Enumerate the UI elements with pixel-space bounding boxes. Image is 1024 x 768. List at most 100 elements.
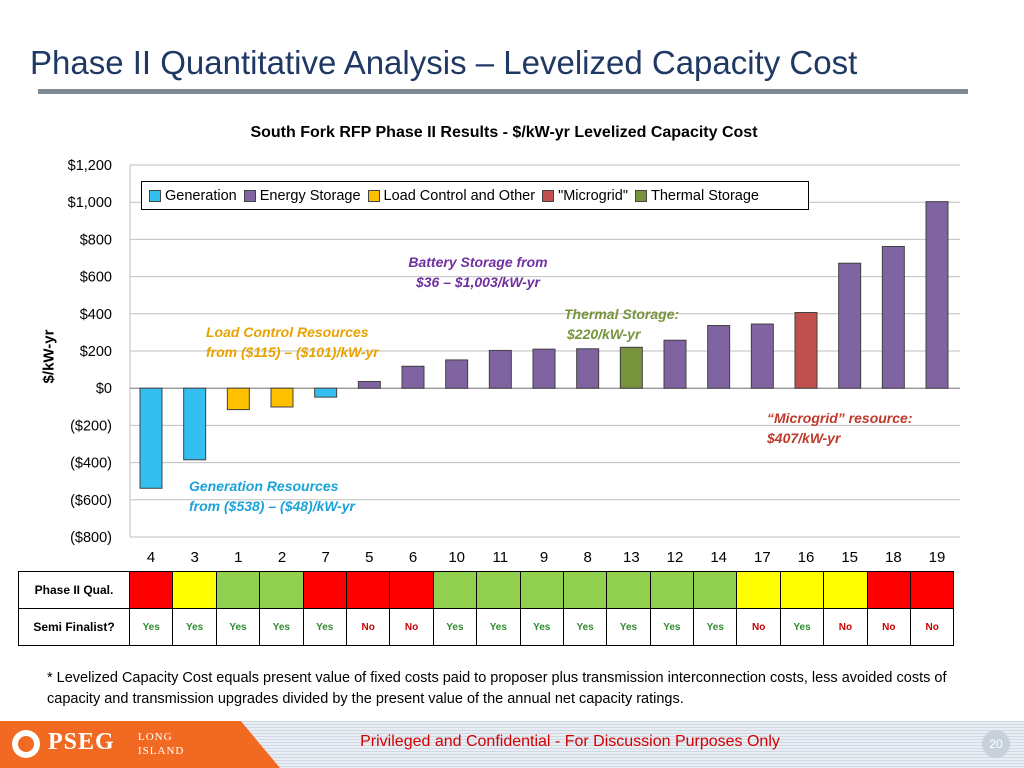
- y-tick-label: $1,200: [68, 158, 112, 174]
- qual-status-cell: [215, 571, 261, 609]
- annotation-line: Generation Resources: [189, 478, 339, 494]
- semi-finalist-cell: Yes: [606, 608, 651, 646]
- qual-status-cell: [432, 571, 478, 609]
- microgrid-annotation: “Microgrid” resource: $407/kW-yr: [767, 408, 912, 448]
- semi-finalist-cell: Yes: [259, 608, 304, 646]
- semi-finalist-cell: Yes: [128, 608, 174, 646]
- x-tick-label: 8: [583, 549, 591, 566]
- semi-finalist-cell: Yes: [172, 608, 217, 646]
- legend-label: Generation: [165, 187, 237, 204]
- bar-project-15: [838, 262, 862, 389]
- logo-region: LONG ISLAND: [138, 730, 184, 758]
- x-tick-label: 17: [754, 549, 771, 566]
- semi-finalist-cell: No: [866, 608, 912, 646]
- annotation-line: from ($115) – ($101)/kW-yr: [206, 344, 379, 360]
- legend-swatch: [542, 189, 555, 202]
- qual-status-cell: [476, 571, 521, 609]
- qual-status-cell: [823, 571, 868, 609]
- qual-status-cell: [128, 571, 174, 609]
- semi-finalist-cell: No: [345, 608, 391, 646]
- bar-project-19: [925, 201, 949, 389]
- x-tick-label: 15: [841, 549, 858, 566]
- bar-project-7: [314, 387, 338, 398]
- battery-storage-annotation: Battery Storage from $36 – $1,003/kW-yr: [393, 252, 563, 292]
- chart-title: South Fork RFP Phase II Results - $/kW-y…: [250, 124, 758, 141]
- qual-status-cell: [910, 571, 955, 609]
- semi-finalist-row: Semi Finalist? Yes Yes Yes Yes Yes No No Yes Yes…: [18, 608, 955, 646]
- qual-status-cell: [736, 571, 781, 609]
- semi-finalist-cell: Yes: [779, 608, 825, 646]
- page-title: Phase II Quantitative Analysis – Leveliz…: [30, 44, 858, 81]
- pseg-sun-icon: [12, 730, 40, 758]
- qual-status-cell: [562, 571, 608, 609]
- bars: [139, 201, 949, 489]
- qual-status-cell: [259, 571, 304, 609]
- legend-item: "Microgrid": [542, 188, 628, 204]
- semi-finalist-cell: No: [823, 608, 868, 646]
- legend-swatch: [243, 189, 256, 202]
- x-tick-label: 4: [147, 549, 155, 566]
- y-axis-ticks: $1,200 $1,000 $800 $600 $400 $200 $0 ($200) ($40…: [68, 158, 112, 546]
- row-label: Semi Finalist?: [18, 608, 130, 646]
- annotation-line: Thermal Storage:: [564, 306, 680, 322]
- bar-project-9: [532, 348, 556, 389]
- bar-project-1: [226, 387, 250, 411]
- x-tick-label: 16: [798, 549, 815, 566]
- bar-project-14: [707, 325, 731, 389]
- semi-finalist-cell: Yes: [562, 608, 608, 646]
- semi-finalist-cell: Yes: [649, 608, 695, 646]
- legend-label: Energy Storage: [259, 187, 361, 204]
- qual-status-cell: [606, 571, 651, 609]
- x-tick-label: 5: [365, 549, 373, 566]
- legend-item: Thermal Storage: [634, 188, 759, 204]
- y-tick-label: $600: [80, 270, 112, 286]
- annotation-line: Battery Storage from: [408, 254, 548, 270]
- y-tick-label: ($400): [70, 456, 112, 472]
- bar-project-5: [357, 381, 381, 389]
- qual-status-cell: [779, 571, 825, 609]
- qual-status-cell: [519, 571, 564, 609]
- bar-project-11: [488, 349, 512, 389]
- title-divider: [38, 89, 968, 94]
- legend-swatch: [367, 189, 380, 202]
- legend-swatch: [634, 189, 647, 202]
- legend-label: Load Control and Other: [383, 187, 536, 204]
- footer-band: PSEG LONG ISLAND Privileged and Confiden…: [0, 721, 1024, 768]
- semi-finalist-cell: Yes: [215, 608, 261, 646]
- bar-project-4: [139, 387, 163, 489]
- legend-swatch: [149, 189, 161, 202]
- y-tick-label: ($800): [70, 530, 112, 546]
- bar-project-16: [794, 311, 818, 389]
- qual-status-cell: [649, 571, 695, 609]
- annotation-line: Load Control Resources: [206, 324, 369, 340]
- logo-line: ISLAND: [138, 745, 185, 757]
- x-tick-label: 7: [321, 549, 329, 566]
- load-control-annotation: Load Control Resources from ($115) – ($1…: [206, 322, 379, 362]
- annotation-line: $36 – $1,003/kW-yr: [415, 274, 540, 290]
- bar-project-8: [576, 348, 600, 389]
- x-tick-label: 3: [190, 549, 198, 566]
- x-tick-label: 14: [710, 549, 727, 566]
- y-tick-label: ($200): [70, 418, 112, 434]
- y-tick-label: $400: [80, 307, 112, 323]
- semi-finalist-cell: No: [389, 608, 434, 646]
- semi-finalist-cell: Yes: [432, 608, 478, 646]
- semi-finalist-cell: Yes: [519, 608, 564, 646]
- qualification-table: Phase II Qual. Semi Finalist? Yes Yes Yes Y…: [18, 571, 955, 646]
- page-number: 20: [982, 730, 1010, 758]
- y-tick-label: $0: [96, 381, 112, 397]
- y-axis-title: $/kW-yr: [40, 329, 58, 384]
- logo-panel: PSEG LONG ISLAND: [0, 721, 280, 768]
- y-tick-label: $200: [80, 344, 112, 360]
- y-tick-label: ($600): [70, 493, 112, 509]
- qual-status-cell: [302, 571, 347, 609]
- bar-project-10: [445, 359, 469, 389]
- bar-project-18: [881, 245, 905, 389]
- x-tick-label: 19: [929, 549, 946, 566]
- legend-item: Load Control and Other: [367, 187, 536, 204]
- qual-status-cell: [693, 571, 738, 609]
- x-tick-label: 13: [623, 549, 640, 566]
- bar-project-12: [663, 339, 687, 389]
- x-tick-label: 12: [667, 549, 684, 566]
- logo-brand: PSEG: [48, 729, 115, 755]
